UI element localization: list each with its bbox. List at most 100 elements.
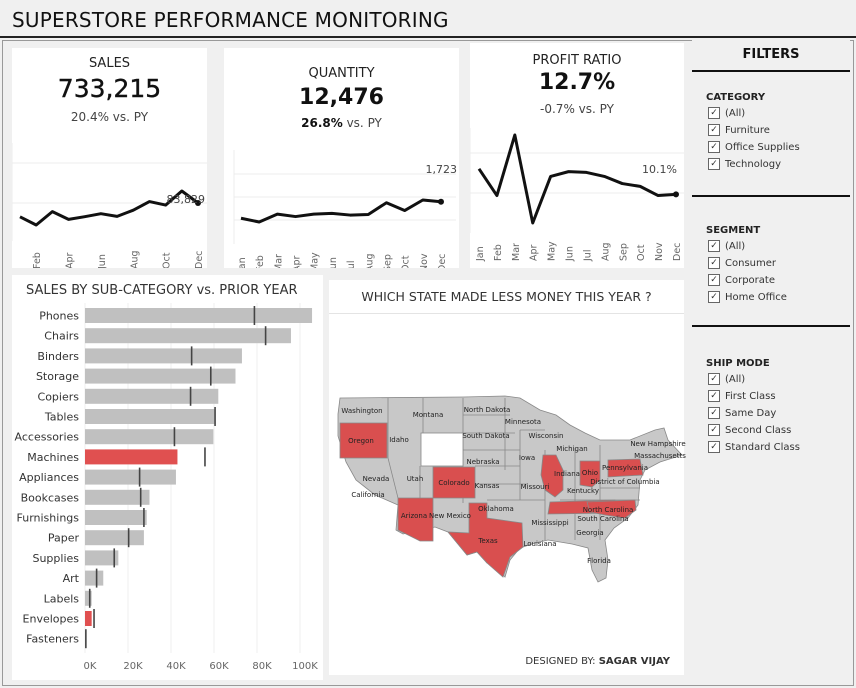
state-illinois[interactable] [540,454,564,498]
state-oregon[interactable] [339,422,388,459]
filter-checkbox-all[interactable]: ✓ (All) [708,107,745,119]
sales-bar [85,328,291,344]
state-label: Missouri [521,483,550,491]
month-tick-label: Sep [618,243,629,261]
filter-checkbox-all[interactable]: ✓ (All) [708,240,745,252]
state-label: Minnesota [505,418,541,426]
filter-item-label: First Class [725,390,776,402]
filter-checkbox-office-supplies[interactable]: ✓ Office Supplies [708,141,800,153]
quantity-label: QUANTITY [308,66,375,81]
sales-sparkline: 83,829 Feb Apr Jun Aug Oct Dec [12,143,207,268]
month-tick-label: Feb [255,255,266,268]
checkbox-icon[interactable]: ✓ [708,407,720,419]
profit-ratio-kpi-card: PROFIT RATIO 12.7% -0.7% vs. PY 10.1% Jan… [470,43,684,268]
month-tick-label: May [310,252,321,268]
category-label: Binders [37,350,79,363]
subcategory-bar-chart: 0K 20K 40K 60K 80K 100K Phones Chairs Binders Sto… [15,303,318,672]
checkbox-icon[interactable]: ✓ [708,257,720,269]
month-tick-label: Nov [654,242,665,261]
filter-item-label: Corporate [725,274,775,286]
state-label: North Dakota [464,406,511,414]
x-tick-label: 80K [252,661,272,672]
category-label: Art [63,572,80,585]
sales-bar [85,590,92,606]
x-tick-label: 60K [209,661,229,672]
month-tick-label: Feb [493,244,504,261]
category-label: Phones [39,310,79,323]
filter-checkbox-consumer[interactable]: ✓ Consumer [708,257,776,269]
last-point-marker [438,198,444,205]
checkbox-icon[interactable]: ✓ [708,141,720,153]
state-pennsylvania[interactable] [607,458,644,478]
state-label: Pennsylvania [602,464,648,472]
state-map-card: WHICH STATE MADE LESS MONEY THIS YEAR ? … [329,280,686,675]
checkbox-icon[interactable]: ✓ [708,390,720,402]
quantity-delta-pct: 26.8% [301,116,343,130]
subcategory-chart-card: SALES BY SUB-CATEGORY vs. PRIOR YEAR 0K 2… [12,275,323,680]
filter-checkbox-standard-class[interactable]: ✓ Standard Class [708,441,800,453]
state-texas[interactable] [447,502,524,578]
quantity-delta-suffix: vs. PY [342,116,382,130]
profit-ratio-value: 12.7% [538,70,616,95]
filter-checkbox-home-office[interactable]: ✓ Home Office [708,291,787,303]
checkbox-icon[interactable]: ✓ [708,441,720,453]
month-tick-label: Jun [328,257,339,268]
state-label: Ohio [582,469,598,477]
sales-bar [85,388,219,404]
month-tick-label: Jun [565,246,576,262]
sales-bar [85,510,147,525]
filter-checkbox-first-class[interactable]: ✓ First Class [708,390,776,402]
category-label: Storage [36,370,79,383]
filter-item-label: Standard Class [725,441,800,453]
state-label: Nebraska [466,458,499,466]
checkbox-icon[interactable]: ✓ [708,291,720,303]
state-label: Texas [477,537,498,545]
filter-checkbox-corporate[interactable]: ✓ Corporate [708,274,775,286]
sales-bar [85,611,92,626]
checkbox-icon[interactable]: ✓ [708,424,720,436]
state-label: Kansas [475,482,500,490]
state-arizona[interactable] [397,497,434,542]
filter-checkbox-second-class[interactable]: ✓ Second Class [708,424,791,436]
filter-checkbox-same-day[interactable]: ✓ Same Day [708,407,776,419]
month-tick-label: Oct [636,244,647,261]
checkbox-icon[interactable]: ✓ [708,124,720,136]
month-tick-label: Nov [419,253,430,268]
dashboard-title: SUPERSTORE PERFORMANCE MONITORING [12,8,449,32]
checkbox-icon[interactable]: ✓ [708,158,720,170]
quantity-sparkline: 1,723 Jan Feb Mar Apr May Jun Jul Aug Sep Oct Nov De… [233,150,457,268]
state-label: North Carolina [583,506,634,514]
state-label: Montana [413,411,444,419]
sales-value: 733,215 [57,74,162,103]
sparkline-path [19,189,199,227]
state-label: Michigan [556,445,587,453]
checkbox-icon[interactable]: ✓ [708,240,720,252]
month-tick-label: Dec [437,254,448,268]
sales-label: SALES [88,56,131,71]
credit-prefix: DESIGNED BY: [525,656,599,667]
state-ohio[interactable] [579,460,601,488]
last-value-label: 10.1% [642,163,677,176]
state-label: South Carolina [577,515,628,523]
filter-checkbox-all[interactable]: ✓ (All) [708,373,745,385]
state-north-carolina[interactable] [586,499,637,519]
subcategory-chart-title: SALES BY SUB-CATEGORY vs. PRIOR YEAR [26,283,298,298]
filter-item-label: (All) [725,107,746,119]
category-label: Supplies [32,552,79,565]
category-label: Furnishings [17,512,80,525]
state-label: Florida [587,557,611,565]
filter-group-title: SEGMENT [706,225,761,236]
sales-kpi-card: SALES 733,215 20.4% vs. PY 83,829 Feb Apr J… [12,48,207,268]
state-colorado[interactable] [432,466,476,499]
x-tick-label: 0K [84,661,97,672]
state-label: Indiana [554,470,580,478]
filter-checkbox-furniture[interactable]: ✓ Furniture [708,124,770,136]
month-tick-label: Sep [382,254,393,268]
checkbox-icon[interactable]: ✓ [708,373,720,385]
filter-item-label: Same Day [725,407,777,419]
checkbox-icon[interactable]: ✓ [708,274,720,286]
sparkline-path [477,133,677,225]
checkbox-icon[interactable]: ✓ [708,107,720,119]
filter-checkbox-technology[interactable]: ✓ Technology [708,158,781,170]
